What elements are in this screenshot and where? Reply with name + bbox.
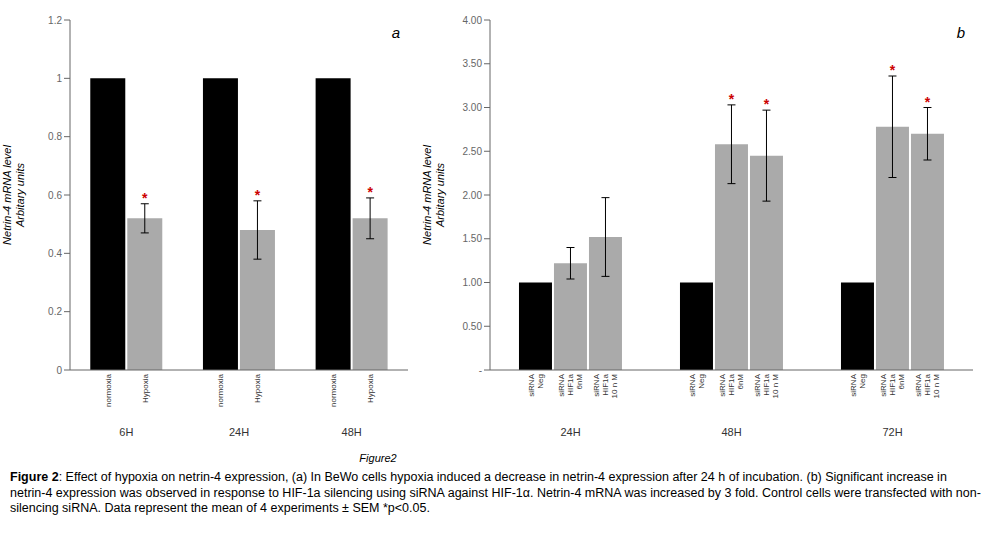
- svg-text:siRNAHIF1a10 n M: siRNAHIF1a10 n M: [753, 373, 780, 398]
- svg-text:siRNANeg: siRNANeg: [526, 373, 544, 396]
- svg-text:siRNAHIF1a10 n M: siRNAHIF1a10 n M: [592, 373, 619, 398]
- html-text:Netrin-4 mRNA level Arbitary u: Netrin-4 mRNA level Arbitary units: [421, 145, 446, 245]
- svg-text:normoxia: normoxia: [329, 373, 338, 406]
- svg-text:1.50: 1.50: [463, 233, 483, 244]
- svg-text:72H: 72H: [882, 426, 902, 438]
- svg-text:0.2: 0.2: [48, 306, 62, 317]
- svg-text:*: *: [890, 62, 896, 78]
- svg-text:0.8: 0.8: [48, 131, 62, 142]
- svg-text:6H: 6H: [119, 426, 133, 438]
- svg-text:*: *: [367, 184, 373, 200]
- html-text:b: b: [956, 24, 965, 41]
- svg-text:siRNAHIF1a6nM: siRNAHIF1a6nM: [557, 373, 584, 396]
- svg-text:0.4: 0.4: [48, 248, 62, 259]
- svg-text:2.00: 2.00: [463, 190, 483, 201]
- svg-text:0: 0: [56, 365, 62, 376]
- svg-text:-: -: [479, 365, 482, 376]
- html-text:Figure2: Figure2: [359, 452, 397, 464]
- html-text:a: a: [391, 24, 400, 41]
- svg-text:0.6: 0.6: [48, 190, 62, 201]
- svg-text:normoxia: normoxia: [216, 373, 225, 406]
- svg-text:*: *: [255, 187, 261, 203]
- svg-text:24H: 24H: [229, 426, 249, 438]
- svg-text:2.50: 2.50: [463, 146, 483, 157]
- svg-text:3.50: 3.50: [463, 58, 483, 69]
- svg-text:Hypoxia: Hypoxia: [140, 373, 149, 402]
- svg-text:1.2: 1.2: [48, 15, 62, 26]
- svg-text:*: *: [142, 190, 148, 206]
- svg-text:*: *: [729, 91, 735, 107]
- svg-text:0.50: 0.50: [463, 321, 483, 332]
- svg-text:1.00: 1.00: [463, 277, 483, 288]
- svg-text:siRNANeg: siRNANeg: [687, 373, 705, 396]
- svg-text:48H: 48H: [342, 426, 362, 438]
- html-text:Netrin-4 mRNA level Arbitary u: Netrin-4 mRNA level Arbitary units: [1, 145, 26, 245]
- svg-text:3.00: 3.00: [463, 102, 483, 113]
- svg-text:siRNAHIF1a6nM: siRNAHIF1a6nM: [879, 373, 906, 396]
- svg-text:24H: 24H: [560, 426, 580, 438]
- svg-text:Hypoxia: Hypoxia: [253, 373, 262, 402]
- svg-text:normoxia: normoxia: [103, 373, 112, 406]
- svg-text:48H: 48H: [721, 426, 741, 438]
- svg-text:siRNAHIF1a10 n M: siRNAHIF1a10 n M: [914, 373, 941, 398]
- svg-text:siRNANeg: siRNANeg: [848, 373, 866, 396]
- svg-text:4.00: 4.00: [463, 15, 483, 26]
- svg-text:Hypoxia: Hypoxia: [366, 373, 375, 402]
- svg-text:*: *: [925, 94, 931, 110]
- svg-text:*: *: [764, 96, 770, 112]
- html-text:Figure 2: Effect of hypoxia on: Figure 2: Effect of hypoxia on netrin-4 …: [10, 470, 981, 516]
- svg-text:1: 1: [56, 73, 62, 84]
- svg-text:siRNAHIF1a6nM: siRNAHIF1a6nM: [718, 373, 745, 396]
